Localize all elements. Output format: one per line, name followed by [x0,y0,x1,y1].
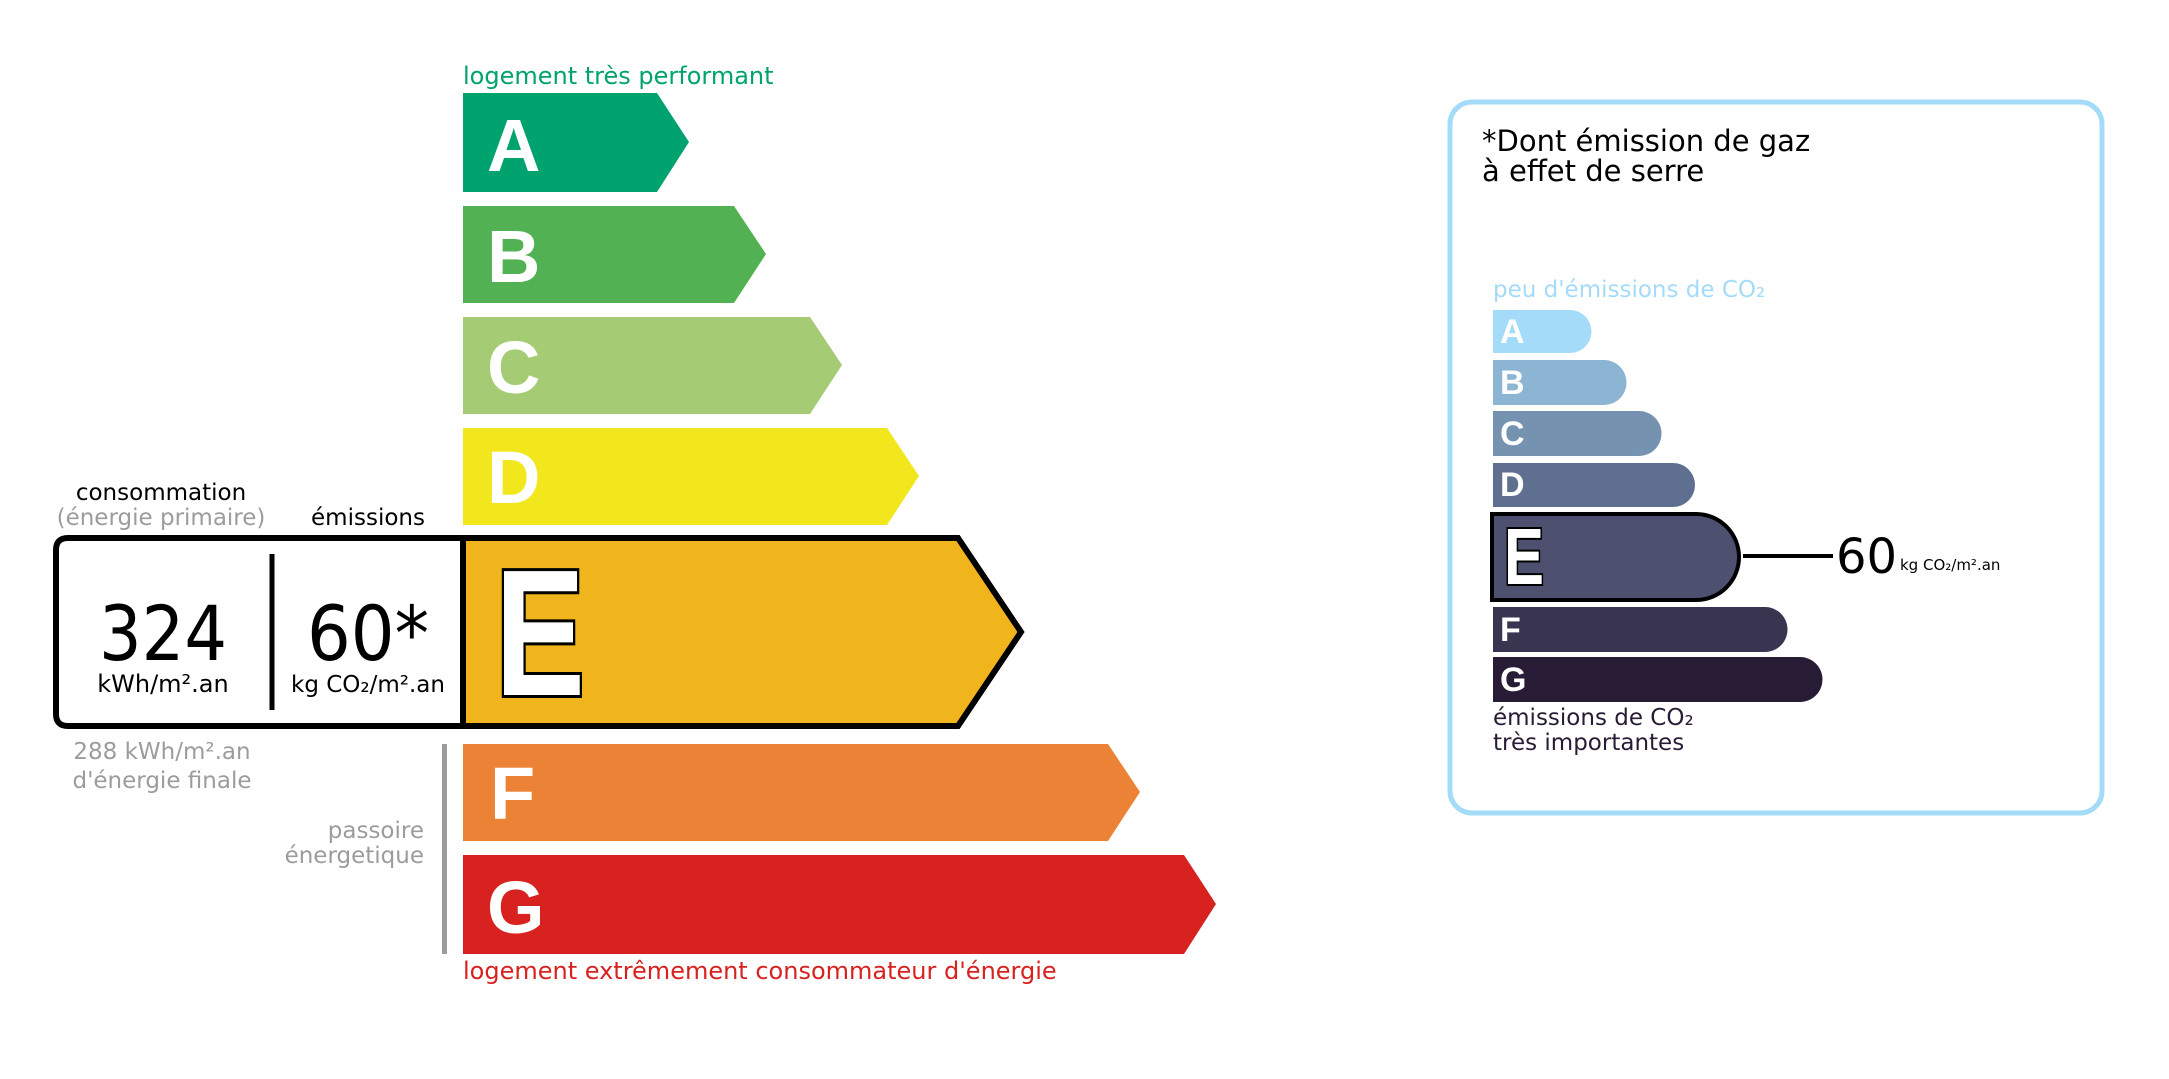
ges-bottom-label-2: très importantes [1493,730,1684,756]
ges-unit: kg CO₂/m².an [1900,556,2000,574]
energy-bar-c [463,317,842,414]
ges-bar-b [1493,360,1627,405]
ges-value: 60 [1836,529,1897,585]
emissions-heading: émissions [311,505,425,531]
ges-letter-d: D [1500,466,1525,504]
ges-bar-f [1493,607,1788,652]
consumption-subheading: (énergie primaire) [57,505,266,531]
ges-letter-a: A [1500,313,1525,351]
energy-bottom-label: logement extrêmement consommateur d'éner… [463,957,1057,985]
energy-bar-g [463,855,1216,954]
ges-top-label: peu d'émissions de CO₂ [1493,277,1765,303]
ges-letter-f: F [1500,611,1521,649]
energy-letter-b: B [487,215,540,298]
energy-bar-a [463,93,689,192]
ges-letter-g: G [1500,661,1526,699]
ges-bar-a [1493,310,1592,353]
energy-bar-e [460,535,1025,729]
energy-top-label: logement très performant [463,62,774,90]
energy-letter-c: C [487,326,540,409]
ges-letter-b: B [1500,364,1525,402]
energy-letter-g: G [487,866,545,949]
energy-bar-d [463,428,919,525]
emissions-value: 60* [307,589,429,678]
ges-bar-d [1493,463,1695,507]
consumption-heading: consommation [76,480,246,506]
passoire-label-2: énergetique [285,843,424,869]
energy-letter-e: E [495,533,585,734]
ges-letter-c: C [1500,415,1525,453]
energy-bar-b [463,206,766,303]
emissions-unit: kg CO₂/m².an [291,672,445,698]
consumption-value: 324 [99,589,227,678]
ges-bottom-label-1: émissions de CO₂ [1493,705,1694,731]
energy-bar-f [463,744,1140,841]
ges-bar-c [1493,411,1662,456]
ges-bar-g [1493,657,1823,702]
energy-values-box [53,535,466,729]
ges-title-line1: *Dont émission de gaz [1482,124,1810,158]
ges-title-line2: à effet de serre [1482,154,1704,188]
final-energy-label: d'énergie finale [72,768,251,794]
final-energy-value: 288 kWh/m².an [73,739,250,765]
passoire-label-1: passoire [328,818,424,844]
energy-letter-a: A [487,104,540,187]
energy-letter-d: D [487,436,540,519]
energy-letter-f: F [490,752,535,835]
ges-bar-e [1490,512,1741,602]
ges-letter-e: E [1504,512,1544,601]
consumption-unit: kWh/m².an [97,670,228,698]
passoire-bracket [442,744,447,954]
